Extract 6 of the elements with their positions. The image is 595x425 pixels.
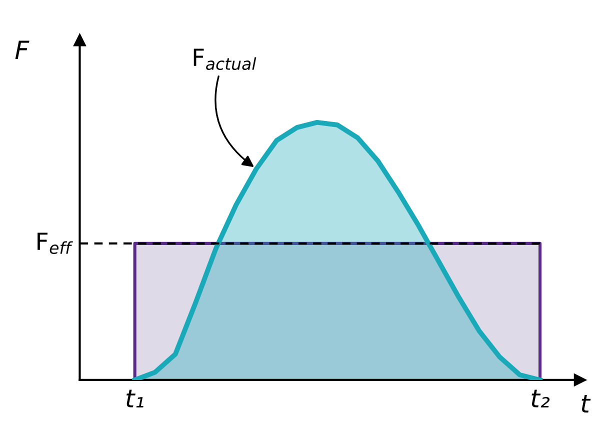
ref-line-label: F$_{eff}$ bbox=[38, 232, 73, 254]
text: F$_{actual}$ bbox=[194, 48, 256, 70]
y-axis-title: F bbox=[15, 40, 30, 59]
x-tick-label: t₁ bbox=[126, 390, 144, 408]
x-axis-title: t bbox=[582, 394, 591, 413]
x-tick-label: t₂ bbox=[532, 390, 550, 408]
